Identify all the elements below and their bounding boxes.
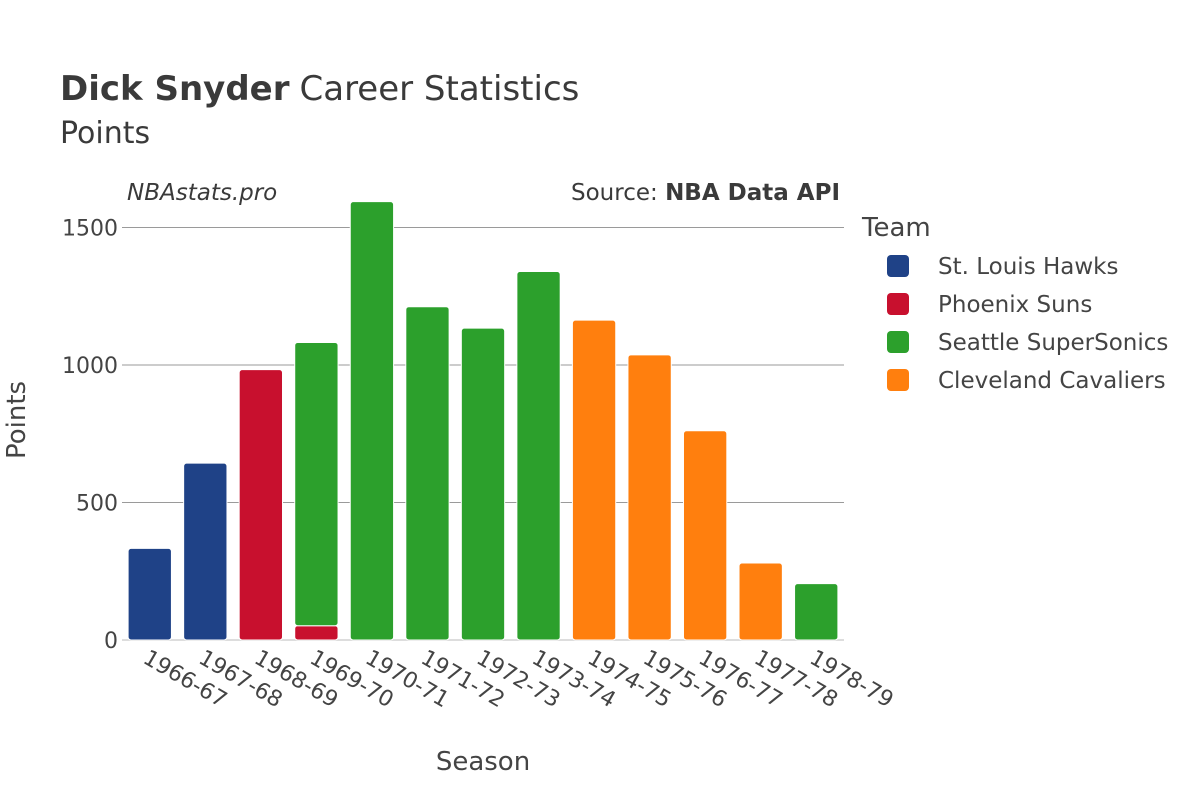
bar (294, 341, 339, 627)
legend-title: Team (861, 213, 931, 243)
bar (460, 327, 506, 641)
legend-label: St. Louis Hawks (938, 254, 1119, 280)
legend-swatch (887, 293, 909, 315)
bar (349, 201, 395, 641)
bar (183, 462, 228, 641)
bar (127, 547, 172, 641)
bar (738, 562, 783, 641)
source-prefix: Source: (571, 180, 665, 206)
y-tick-label: 1000 (62, 354, 118, 379)
x-axis-title: Season (436, 747, 530, 777)
chart-subtitle: Points (60, 116, 150, 151)
y-axis-ticks: 0 500 1000 1500 (62, 217, 118, 655)
bar (682, 430, 728, 641)
bar (294, 625, 339, 641)
source-name: NBA Data API (665, 180, 840, 206)
legend-swatch (887, 331, 909, 353)
y-tick-label: 0 (104, 629, 118, 654)
bar (571, 319, 617, 641)
chart-title-player: Dick Snyder (60, 69, 290, 109)
legend-swatch (887, 369, 909, 391)
legend-swatch (887, 255, 909, 277)
site-credit: NBAstats.pro (127, 180, 277, 206)
source-credit: Source: NBA Data API (571, 180, 840, 206)
bars (127, 201, 839, 641)
legend-label: Phoenix Suns (938, 292, 1092, 318)
bar (516, 271, 561, 641)
x-axis-ticks: 1966-671967-681968-691969-701970-711971-… (139, 646, 898, 714)
bar (405, 306, 450, 641)
y-axis-title: Points (2, 381, 32, 459)
bar (627, 354, 672, 641)
bar (238, 369, 284, 641)
bar (794, 583, 839, 641)
chart-title-rest: Career Statistics (300, 69, 580, 109)
legend-label: Cleveland Cavaliers (938, 368, 1166, 394)
legend-items: St. Louis Hawks Phoenix Suns Seattle Super… (887, 254, 1168, 394)
y-tick-label: 1500 (62, 217, 118, 242)
legend-label: Seattle SuperSonics (938, 330, 1168, 356)
y-tick-label: 500 (76, 492, 118, 517)
chart-title: Dick Snyder Career Statistics (60, 69, 579, 109)
legend: Team St. Louis Hawks Phoenix Suns Seattle … (861, 213, 1168, 394)
